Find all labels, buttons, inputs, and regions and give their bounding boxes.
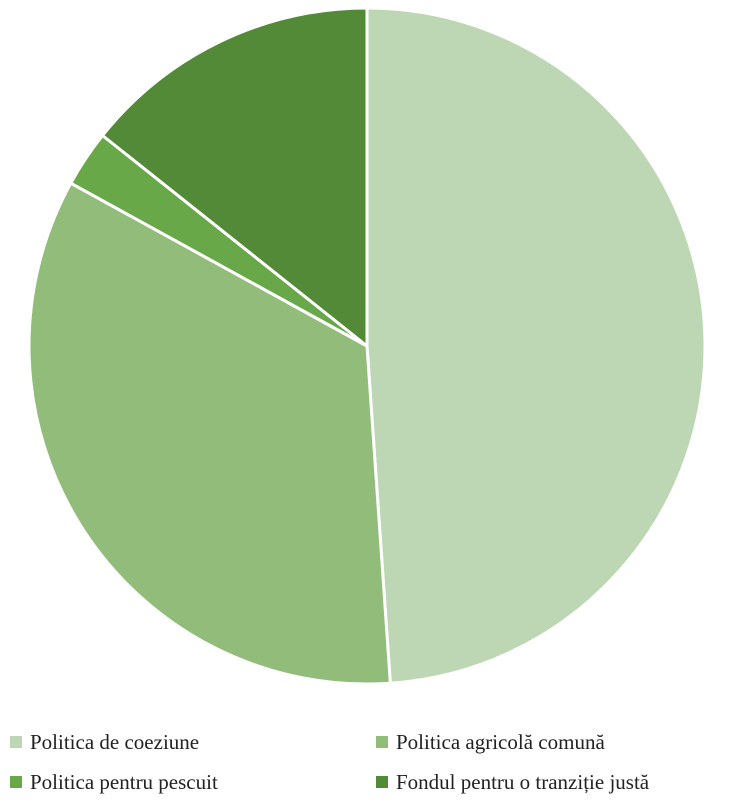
legend-label-cohesion-policy: Politica de coeziune bbox=[30, 729, 200, 754]
pie-slice-just-transition-fund bbox=[101, 6, 369, 348]
legend-item-cohesion-policy: Politica de coeziune bbox=[10, 722, 199, 762]
legend-swatch-just-transition-fund bbox=[376, 776, 388, 788]
legend-swatch-common-agricultural-policy bbox=[376, 736, 388, 748]
pie-slice-common-agricultural-policy bbox=[27, 181, 392, 686]
legend-item-fisheries-policy: Politica pentru pescuit bbox=[10, 762, 218, 802]
legend-label-just-transition-fund: Fondul pentru o tranziție justă bbox=[396, 769, 650, 794]
legend-label-fisheries-policy: Politica pentru pescuit bbox=[30, 769, 218, 794]
pie-slice-cohesion-policy bbox=[365, 6, 707, 685]
legend-label-common-agricultural-policy: Politica agricolă comună bbox=[396, 729, 605, 754]
legend-swatch-cohesion-policy bbox=[10, 736, 22, 748]
legend-item-just-transition-fund: Fondul pentru o tranziție justă bbox=[376, 762, 649, 802]
legend-item-common-agricultural-policy: Politica agricolă comună bbox=[376, 722, 605, 762]
chart-legend: Politica de coeziune Politica agricolă c… bbox=[0, 718, 736, 798]
legend-swatch-fisheries-policy bbox=[10, 776, 22, 788]
